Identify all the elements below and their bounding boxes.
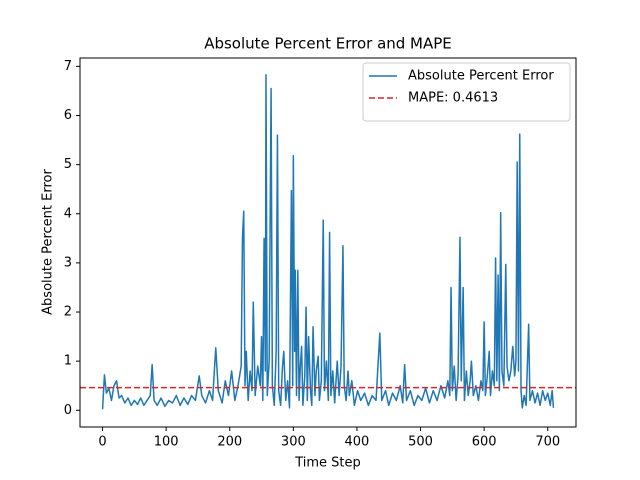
legend-box — [362, 62, 571, 122]
y-tick-label: 5 — [64, 157, 72, 172]
plot-frame — [79, 57, 577, 428]
x-tick-label: 300 — [281, 435, 306, 450]
x-tick-label: 500 — [408, 435, 433, 450]
x-tick-label: 100 — [154, 435, 179, 450]
y-axis-label: Absolute Percent Error — [41, 169, 56, 315]
x-tick-label: 0 — [98, 435, 106, 450]
y-tick-label: 7 — [64, 59, 72, 74]
x-tick-label: 700 — [535, 435, 560, 450]
legend-label: Absolute Percent Error — [408, 69, 554, 84]
x-tick-label: 400 — [345, 435, 370, 450]
x-tick-label: 200 — [217, 435, 242, 450]
y-tick-label: 0 — [64, 403, 72, 418]
series-line — [101, 73, 555, 410]
x-tick-label: 600 — [472, 435, 497, 450]
y-tick-label: 3 — [64, 255, 72, 270]
x-axis-label: Time Step — [294, 456, 361, 471]
y-tick-label: 6 — [64, 108, 72, 123]
legend-label: MAPE: 0.4613 — [408, 91, 498, 106]
chart-title: Absolute Percent Error and MAPE — [204, 35, 452, 53]
y-tick-label: 2 — [64, 305, 72, 320]
y-tick-label: 1 — [64, 354, 72, 369]
y-tick-label: 4 — [64, 206, 72, 221]
